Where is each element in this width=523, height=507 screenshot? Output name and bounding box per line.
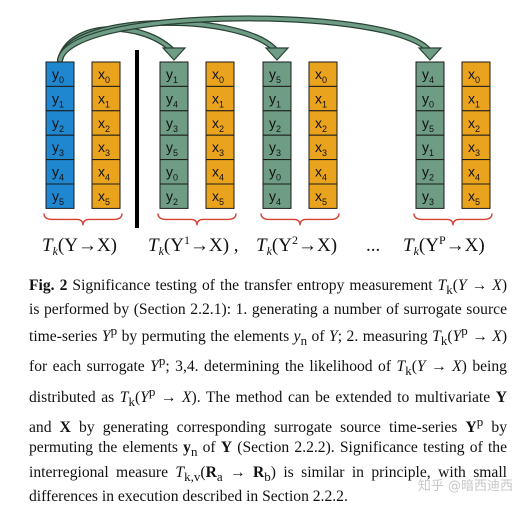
- y-cell: [159, 134, 189, 161]
- y-cell: [415, 183, 445, 209]
- ellipsis: ...: [366, 235, 380, 256]
- arrow-head-icon: [264, 47, 290, 61]
- group-bracket: [43, 213, 123, 226]
- x-cell: [205, 61, 235, 87]
- group-label-2: Tk(Y2→X): [256, 233, 337, 258]
- x-cell: [308, 110, 338, 136]
- y-cell: [415, 134, 445, 161]
- group-labels: Tk(Y→X) Tk(Y1→X) , Tk(Y2→X) Tk(YP→X): [42, 233, 485, 258]
- figure-caption: Fig. 2 Significance testing of the trans…: [29, 276, 507, 507]
- x-cell: [91, 110, 121, 136]
- y-cell: [415, 61, 445, 87]
- x-cell: [308, 134, 338, 161]
- watermark: 知乎 @暗西迪西: [417, 479, 513, 494]
- y-cell: [415, 110, 445, 136]
- group-label-0: Tk(Y→X): [42, 235, 117, 258]
- caption-body: Significance testing of the transfer ent…: [29, 277, 508, 506]
- x-cell: [461, 183, 491, 209]
- group-label-1: Tk(Y1→X) ,: [148, 233, 239, 258]
- y-cell: [262, 159, 292, 185]
- y-cell: [262, 110, 292, 136]
- y-cell: [159, 61, 189, 87]
- y-cell: [159, 159, 189, 185]
- x-cell: [461, 85, 491, 112]
- group-bracket: [157, 213, 237, 226]
- y-cell: [159, 183, 189, 209]
- y-cell: [415, 85, 445, 112]
- permutation-arrow: [58, 16, 432, 62]
- x-cell: [308, 183, 338, 209]
- x-cell: [308, 159, 338, 185]
- x-cell: [308, 85, 338, 112]
- permutation-arrows: [57, 15, 443, 63]
- y-cell: [45, 183, 75, 209]
- x-cell: [461, 61, 491, 87]
- arrow-head-icon: [417, 47, 443, 61]
- y-cell: [262, 183, 292, 209]
- arrow-head-icon: [161, 47, 187, 61]
- x-cell: [91, 183, 121, 209]
- x-cell: [205, 159, 235, 185]
- group-bracket: [413, 213, 493, 226]
- group-label-3: Tk(YP→X): [403, 233, 485, 258]
- x-cell: [461, 159, 491, 185]
- x-cell: [205, 183, 235, 209]
- x-cell: [205, 134, 235, 161]
- group-brackets: [43, 213, 493, 226]
- y-cell: [45, 110, 75, 136]
- group-bracket: [260, 213, 340, 226]
- caption-fig-label: Fig. 2: [29, 277, 68, 294]
- x-cell: [308, 61, 338, 87]
- x-cell: [91, 61, 121, 87]
- y-cell: [159, 110, 189, 136]
- y-cell: [262, 85, 292, 112]
